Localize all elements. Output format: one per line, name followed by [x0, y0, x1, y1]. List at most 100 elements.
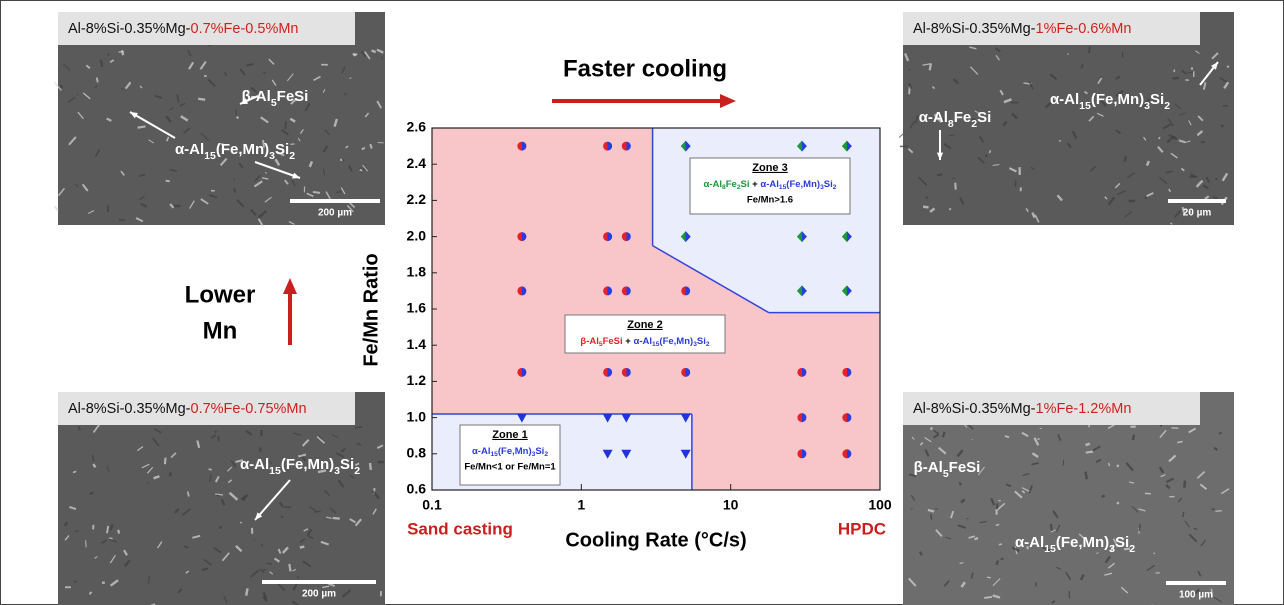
texture — [1085, 442, 1091, 447]
texture — [1213, 596, 1222, 603]
phase-arrow — [129, 111, 176, 139]
texture — [1084, 90, 1088, 95]
y-tick-label: 1.6 — [407, 300, 427, 316]
phase-label: β-Al5FeSi — [242, 88, 309, 109]
texture — [1096, 112, 1104, 117]
texture — [950, 510, 955, 519]
zone-phase: α-Al8Fe2Si — [704, 179, 750, 192]
y-tick-label: 2.4 — [407, 155, 427, 171]
texture — [118, 218, 126, 222]
texture — [236, 199, 245, 208]
texture — [221, 552, 230, 562]
texture — [1003, 98, 1012, 104]
texture — [1115, 129, 1122, 135]
data-point — [681, 286, 691, 296]
texture — [943, 580, 950, 587]
y-tick-label: 1.4 — [407, 336, 427, 352]
texture — [922, 63, 931, 66]
texture — [1116, 464, 1120, 468]
texture — [1182, 511, 1185, 518]
texture — [948, 207, 952, 211]
texture — [1096, 552, 1099, 555]
texture — [1066, 142, 1072, 149]
texture — [254, 174, 261, 182]
texture — [1125, 462, 1134, 472]
texture — [325, 191, 331, 200]
texture — [356, 443, 362, 446]
texture — [1159, 429, 1167, 439]
texture — [262, 595, 268, 602]
texture — [1158, 136, 1161, 140]
texture — [1220, 488, 1230, 495]
texture — [1004, 435, 1010, 439]
texture — [1021, 487, 1031, 493]
arrow-head — [720, 94, 736, 108]
texture — [207, 78, 216, 88]
texture — [317, 469, 327, 474]
texture — [924, 449, 930, 457]
texture — [1196, 470, 1206, 480]
texture — [169, 203, 175, 209]
data-point — [621, 286, 631, 296]
texture — [242, 495, 247, 502]
texture — [1195, 179, 1204, 188]
zone-title: Zone 2 — [627, 319, 662, 331]
phase-arrow-head — [936, 152, 944, 160]
texture — [992, 163, 1000, 167]
texture — [960, 498, 966, 504]
texture — [1215, 177, 1218, 181]
texture — [1184, 520, 1190, 528]
texture — [1146, 192, 1154, 198]
data-point — [517, 367, 527, 377]
texture — [182, 508, 192, 516]
composition-box — [903, 392, 1200, 425]
zone-phase: + — [752, 179, 758, 190]
x-axis-label: Cooling Rate (°C/s) — [565, 529, 746, 551]
texture — [996, 502, 1006, 511]
texture — [960, 581, 966, 588]
zone-label-box — [689, 157, 851, 215]
texture — [69, 506, 77, 511]
scale-bar-label: 20 µm — [1183, 208, 1212, 219]
texture — [139, 85, 143, 89]
texture — [1115, 89, 1124, 98]
texture — [285, 93, 288, 97]
texture — [135, 217, 144, 223]
texture — [331, 434, 339, 438]
texture — [364, 112, 370, 118]
texture — [136, 446, 144, 452]
texture — [163, 457, 167, 465]
texture — [67, 96, 76, 104]
texture — [1199, 483, 1208, 490]
texture — [1021, 431, 1029, 438]
texture — [990, 497, 996, 506]
composition-label: Al-8%Si-0.35%Mg-1%Fe-1.2%Mn — [913, 401, 1131, 417]
phase-arrow — [254, 479, 291, 521]
texture — [63, 63, 71, 71]
texture — [94, 556, 98, 559]
texture — [969, 66, 979, 75]
data-point — [621, 413, 632, 423]
texture — [261, 177, 269, 180]
texture — [168, 107, 175, 111]
texture — [333, 118, 339, 127]
texture — [995, 54, 1000, 61]
texture — [100, 539, 108, 544]
texture — [929, 207, 936, 213]
process-label: Sand casting — [407, 519, 513, 538]
composition-base: Al-8%Si-0.35%Mg- — [913, 401, 1036, 417]
composition-box — [58, 12, 355, 45]
texture — [1025, 207, 1029, 213]
texture — [1174, 103, 1182, 110]
composition-box — [58, 392, 355, 425]
texture — [348, 165, 353, 172]
texture — [95, 77, 99, 83]
texture — [974, 536, 979, 541]
texture — [999, 89, 1004, 96]
texture — [313, 510, 321, 513]
texture — [958, 481, 962, 486]
composition-base: Al-8%Si-0.35%Mg- — [68, 401, 191, 417]
texture — [368, 462, 372, 470]
composition-label: Al-8%Si-0.35%Mg-0.7%Fe-0.75%Mn — [68, 401, 307, 417]
texture — [137, 125, 146, 129]
